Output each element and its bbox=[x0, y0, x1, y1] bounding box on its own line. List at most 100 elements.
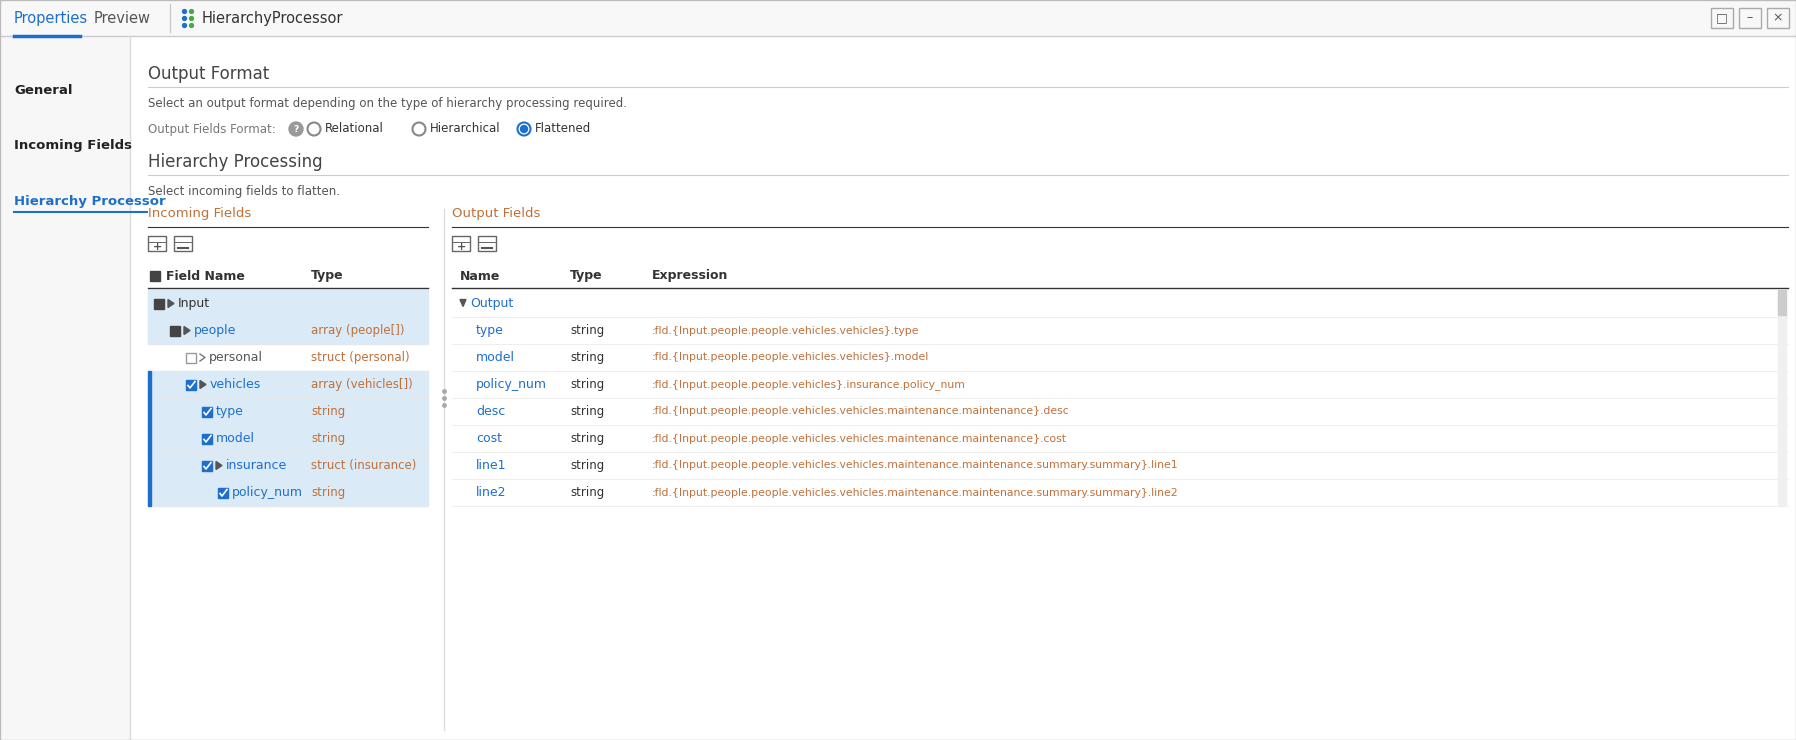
Bar bbox=[0, 36, 129, 740]
Bar bbox=[147, 317, 427, 344]
Text: ×: × bbox=[1773, 12, 1783, 24]
Text: line2: line2 bbox=[476, 486, 506, 499]
Bar bbox=[478, 236, 496, 251]
Bar bbox=[201, 434, 212, 443]
Bar bbox=[1767, 8, 1789, 28]
Bar bbox=[147, 371, 427, 398]
Bar bbox=[187, 352, 196, 363]
Text: string: string bbox=[311, 432, 345, 445]
Polygon shape bbox=[169, 300, 174, 308]
Text: :fld.{Input.people.people.vehicles.vehicles.maintenance.maintenance.summary.summ: :fld.{Input.people.people.vehicles.vehic… bbox=[652, 488, 1178, 497]
Bar bbox=[147, 479, 151, 506]
Bar bbox=[147, 479, 427, 506]
Bar bbox=[147, 425, 151, 452]
Text: :fld.{Input.people.people.vehicles.vehicles.maintenance.maintenance}.cost: :fld.{Input.people.people.vehicles.vehic… bbox=[652, 434, 1067, 443]
Text: :fld.{Input.people.people.vehicles.vehicles.maintenance.maintenance}.desc: :fld.{Input.people.people.vehicles.vehic… bbox=[652, 406, 1070, 417]
Text: policy_num: policy_num bbox=[232, 486, 304, 499]
Text: Incoming Fields: Incoming Fields bbox=[147, 207, 251, 221]
Text: +: + bbox=[153, 242, 162, 252]
Text: –: – bbox=[1748, 12, 1753, 24]
Bar bbox=[0, 0, 1796, 36]
Text: string: string bbox=[311, 486, 345, 499]
Text: Select incoming fields to flatten.: Select incoming fields to flatten. bbox=[147, 186, 339, 198]
Bar bbox=[1739, 8, 1762, 28]
Text: Type: Type bbox=[569, 269, 603, 283]
Text: Relational: Relational bbox=[325, 123, 384, 135]
Text: struct (personal): struct (personal) bbox=[311, 351, 409, 364]
Text: type: type bbox=[216, 405, 244, 418]
Text: Name: Name bbox=[460, 269, 501, 283]
Text: model: model bbox=[476, 351, 515, 364]
Text: Properties: Properties bbox=[14, 11, 88, 26]
Bar bbox=[1778, 290, 1785, 315]
Text: Hierarchy Processing: Hierarchy Processing bbox=[147, 153, 323, 171]
Bar bbox=[174, 236, 192, 251]
Text: :fld.{Input.people.people.vehicles.vehicles}.type: :fld.{Input.people.people.vehicles.vehic… bbox=[652, 326, 920, 335]
Bar bbox=[147, 398, 427, 425]
Text: Field Name: Field Name bbox=[165, 269, 244, 283]
Text: HierarchyProcessor: HierarchyProcessor bbox=[201, 10, 343, 25]
Text: Input: Input bbox=[178, 297, 210, 310]
Bar bbox=[217, 488, 228, 497]
Bar bbox=[147, 236, 165, 251]
Bar bbox=[147, 290, 427, 317]
Text: :fld.{Input.people.people.vehicles.vehicles.maintenance.maintenance.summary.summ: :fld.{Input.people.people.vehicles.vehic… bbox=[652, 460, 1178, 471]
Text: string: string bbox=[569, 324, 603, 337]
Bar bbox=[1712, 8, 1733, 28]
Text: +: + bbox=[456, 242, 465, 252]
Text: string: string bbox=[311, 405, 345, 418]
Bar bbox=[1778, 290, 1785, 506]
Text: Incoming Fields: Incoming Fields bbox=[14, 140, 131, 152]
Text: Select an output format depending on the type of hierarchy processing required.: Select an output format depending on the… bbox=[147, 98, 627, 110]
Text: string: string bbox=[569, 405, 603, 418]
Polygon shape bbox=[460, 300, 465, 306]
Text: Flattened: Flattened bbox=[535, 123, 591, 135]
Text: people: people bbox=[194, 324, 237, 337]
Text: Preview: Preview bbox=[93, 11, 151, 26]
Text: Hierarchy Processor: Hierarchy Processor bbox=[14, 195, 165, 207]
Text: Output: Output bbox=[471, 297, 514, 310]
Text: string: string bbox=[569, 459, 603, 472]
Text: string: string bbox=[569, 378, 603, 391]
Bar bbox=[147, 398, 151, 425]
Bar bbox=[147, 452, 427, 479]
Text: Hierarchical: Hierarchical bbox=[429, 123, 501, 135]
Text: Expression: Expression bbox=[652, 269, 729, 283]
Text: string: string bbox=[569, 432, 603, 445]
Text: array (vehicles[]): array (vehicles[]) bbox=[311, 378, 413, 391]
Bar bbox=[171, 326, 180, 335]
Text: □: □ bbox=[1717, 12, 1728, 24]
Text: :fld.{Input.people.people.vehicles.vehicles}.model: :fld.{Input.people.people.vehicles.vehic… bbox=[652, 352, 929, 363]
Bar bbox=[147, 452, 151, 479]
Bar bbox=[453, 236, 471, 251]
Text: policy_num: policy_num bbox=[476, 378, 548, 391]
Text: Output Fields: Output Fields bbox=[453, 207, 541, 221]
Text: :fld.{Input.people.people.vehicles}.insurance.policy_num: :fld.{Input.people.people.vehicles}.insu… bbox=[652, 379, 966, 390]
Polygon shape bbox=[183, 326, 190, 334]
Text: string: string bbox=[569, 351, 603, 364]
Text: array (people[]): array (people[]) bbox=[311, 324, 404, 337]
Text: personal: personal bbox=[208, 351, 262, 364]
Text: General: General bbox=[14, 84, 72, 98]
Bar bbox=[147, 425, 427, 452]
Text: vehicles: vehicles bbox=[210, 378, 260, 391]
Text: struct (insurance): struct (insurance) bbox=[311, 459, 417, 472]
Bar bbox=[154, 298, 163, 309]
Polygon shape bbox=[199, 380, 207, 388]
Text: Output Format: Output Format bbox=[147, 65, 269, 83]
Circle shape bbox=[521, 126, 528, 132]
Bar bbox=[201, 406, 212, 417]
Text: Output Fields Format:: Output Fields Format: bbox=[147, 123, 277, 135]
Text: desc: desc bbox=[476, 405, 505, 418]
Text: line1: line1 bbox=[476, 459, 506, 472]
Bar bbox=[187, 380, 196, 389]
Bar bbox=[151, 271, 160, 281]
Text: string: string bbox=[569, 486, 603, 499]
Bar bbox=[147, 371, 151, 398]
Text: Type: Type bbox=[311, 269, 343, 283]
Polygon shape bbox=[216, 462, 223, 469]
Text: ?: ? bbox=[293, 124, 298, 133]
Bar bbox=[201, 460, 212, 471]
Circle shape bbox=[289, 122, 304, 136]
Text: cost: cost bbox=[476, 432, 503, 445]
